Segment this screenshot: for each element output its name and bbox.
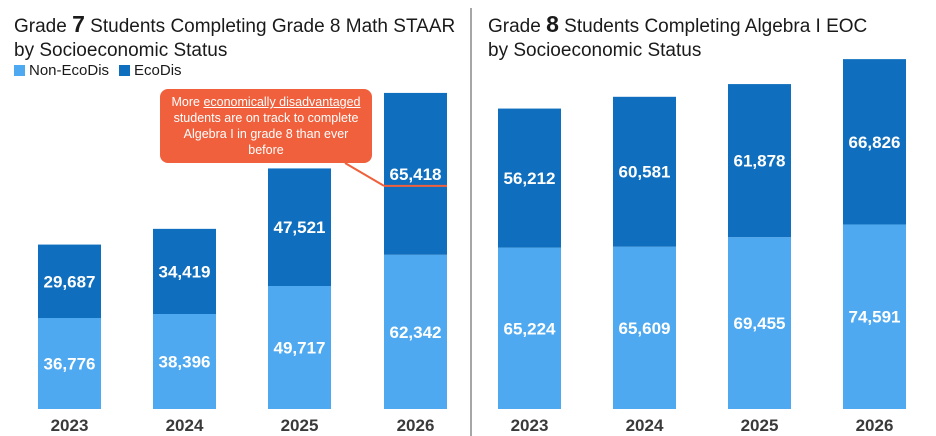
data-label-ecodis-2-2023: 56,212 (504, 169, 556, 188)
legend: Non-EcoDis EcoDis (14, 62, 182, 79)
left-title-prefix: Grade (14, 16, 73, 37)
bar-non-ecodis-1-2024 (153, 314, 216, 409)
data-label-ecodis-1-2026: 65,418 (390, 165, 442, 184)
left-title-line2: by Socioeconomic Status (14, 40, 228, 61)
x-tick-label-2-2024: 2024 (626, 416, 664, 435)
x-tick-label-1-2025: 2025 (281, 416, 319, 435)
data-label-ecodis-1-2024: 34,419 (159, 262, 211, 281)
data-label-ecodis-2-2026: 66,826 (849, 133, 901, 152)
data-label-non-ecodis-2-2025: 69,455 (734, 314, 786, 333)
legend-swatch-ecodis (119, 65, 131, 76)
data-label-non-ecodis-1-2025: 49,717 (274, 339, 326, 358)
chart-divider (470, 8, 472, 436)
data-label-non-ecodis-1-2024: 38,396 (159, 353, 211, 372)
x-tick-label-1-2026: 2026 (397, 416, 435, 435)
data-label-non-ecodis-1-2026: 62,342 (390, 323, 442, 342)
callout-text-part1: More (171, 95, 204, 109)
right-chart-title: Grade 8 Students Completing Algebra I EO… (488, 12, 867, 63)
x-tick-label-2-2025: 2025 (741, 416, 779, 435)
x-tick-label-2-2023: 2023 (511, 416, 549, 435)
bar-non-ecodis-2-2026 (843, 224, 906, 409)
bar-non-ecodis-1-2025 (268, 286, 331, 409)
legend-swatch-non-ecodis (14, 65, 25, 76)
bar-non-ecodis-1-2026 (384, 254, 447, 409)
data-label-ecodis-1-2025: 47,521 (274, 218, 326, 237)
bar-non-ecodis-2-2025 (728, 237, 791, 409)
right-title-suffix: Students Completing Algebra I EOC (558, 16, 868, 37)
callout-text-underlined: economically disadvantaged (203, 95, 361, 109)
legend-label-ecodis: EcoDis (134, 62, 182, 79)
right-title-prefix: Grade (488, 16, 547, 37)
bar-ecodis-2-2025 (728, 84, 791, 238)
legend-item-ecodis: EcoDis (119, 62, 182, 79)
bar-non-ecodis-1-2023 (38, 318, 101, 409)
right-title-line2: by Socioeconomic Status (488, 40, 702, 61)
bar-ecodis-1-2024 (153, 228, 216, 315)
x-tick-label-2-2026: 2026 (856, 416, 894, 435)
data-label-non-ecodis-2-2026: 74,591 (849, 308, 901, 327)
bar-ecodis-2-2024 (613, 96, 676, 247)
data-label-non-ecodis-2-2024: 65,609 (619, 319, 671, 338)
data-label-non-ecodis-2-2023: 65,224 (504, 319, 557, 338)
data-label-non-ecodis-1-2023: 36,776 (44, 355, 96, 374)
bar-ecodis-2-2023 (498, 108, 561, 248)
data-label-ecodis-1-2023: 29,687 (44, 272, 96, 291)
bar-non-ecodis-2-2023 (498, 247, 561, 409)
x-tick-label-1-2023: 2023 (51, 416, 89, 435)
bar-ecodis-1-2025 (268, 168, 331, 287)
callout-box: More economically disadvantaged students… (160, 89, 372, 163)
bar-ecodis-1-2023 (38, 244, 101, 319)
data-label-ecodis-2-2024: 60,581 (619, 163, 671, 182)
callout-leader-line (344, 162, 385, 187)
bar-non-ecodis-2-2024 (613, 246, 676, 409)
right-title-grade: 8 (546, 11, 559, 37)
legend-item-non-ecodis: Non-EcoDis (14, 62, 109, 79)
x-tick-label-1-2024: 2024 (166, 416, 204, 435)
callout-text-part2: students are on track to complete Algebr… (173, 111, 359, 157)
bar-ecodis-1-2026 (384, 92, 447, 255)
left-chart-title: Grade 7 Students Completing Grade 8 Math… (14, 12, 455, 63)
bar-ecodis-2-2026 (843, 59, 906, 225)
legend-label-non-ecodis: Non-EcoDis (29, 62, 110, 79)
data-label-ecodis-2-2025: 61,878 (734, 152, 786, 171)
left-title-grade: 7 (72, 11, 85, 37)
left-title-suffix: Students Completing Grade 8 Math STAAR (84, 16, 456, 37)
